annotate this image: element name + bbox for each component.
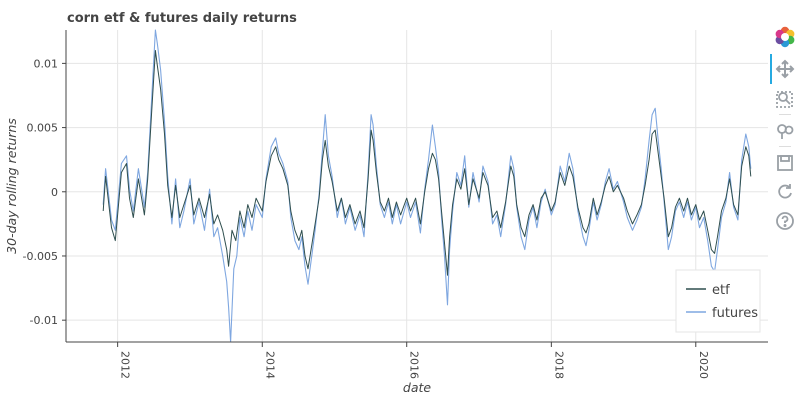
x-tick-label: 2012 — [119, 351, 132, 379]
box-zoom-tool-icon[interactable] — [774, 88, 796, 110]
y-tick-label: 0 — [51, 186, 58, 199]
x-tick-label: 2018 — [552, 351, 565, 379]
axes: -0.01 -0.005 0 0.005 0.01 2012 2014 2016 2018 202… — [23, 30, 768, 379]
legend-label-etf: etf — [712, 283, 730, 298]
chart-toolbar — [770, 24, 800, 244]
y-tick-label: 0.005 — [27, 122, 59, 135]
x-tick-label: 2020 — [697, 351, 710, 379]
y-tick-label: -0.01 — [30, 314, 58, 327]
toolbar-divider — [779, 146, 791, 147]
x-tick-label: 2014 — [263, 351, 276, 379]
x-axis-label: date — [403, 380, 431, 395]
y-axis-label: 30-day rolling returns — [4, 118, 19, 254]
legend: etf futures — [675, 269, 761, 333]
series-lines — [102, 29, 752, 343]
bokeh-logo-icon[interactable] — [774, 26, 796, 48]
legend-label-futures: futures — [712, 306, 758, 321]
save-tool-icon[interactable] — [774, 152, 796, 174]
series-line-etf — [102, 50, 752, 276]
active-tool-indicator — [770, 54, 772, 84]
x-tick-label: 2016 — [408, 351, 421, 379]
chart-title: corn etf & futures daily returns — [67, 11, 297, 26]
plot-area[interactable] — [66, 30, 768, 342]
toolbar-divider — [779, 114, 791, 115]
legend-box — [675, 269, 761, 333]
series-line-futures — [102, 29, 752, 343]
y-tick-label: 0.01 — [34, 57, 59, 70]
help-tool-icon[interactable] — [774, 210, 796, 232]
wheel-zoom-tool-icon[interactable] — [774, 120, 796, 142]
pan-tool-icon[interactable] — [774, 58, 796, 80]
y-tick-label: -0.005 — [23, 250, 58, 263]
reset-tool-icon[interactable] — [774, 180, 796, 202]
